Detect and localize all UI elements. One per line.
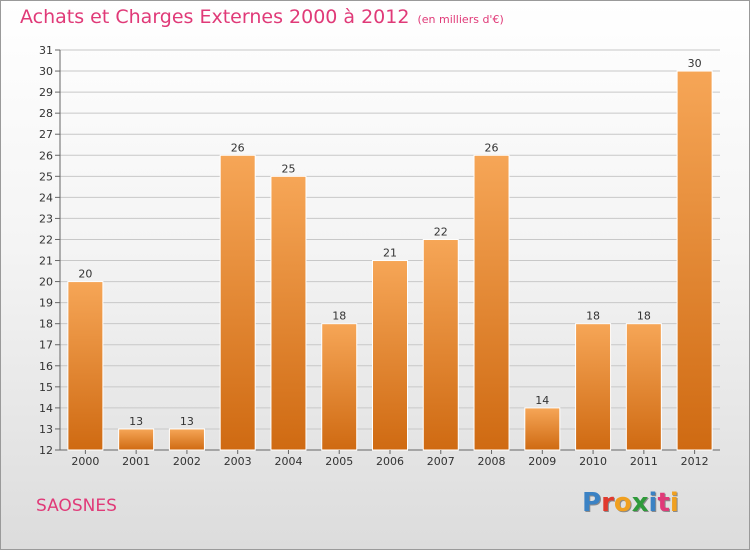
y-tick-label: 31 bbox=[39, 44, 53, 57]
bar bbox=[168, 428, 205, 451]
x-tick-label: 2005 bbox=[325, 455, 353, 468]
y-tick-label: 13 bbox=[39, 423, 53, 436]
data-label: 14 bbox=[535, 394, 549, 407]
y-tick-label: 20 bbox=[39, 276, 53, 289]
y-tick-label: 12 bbox=[39, 444, 53, 457]
x-tick-label: 2004 bbox=[274, 455, 302, 468]
y-tick-label: 27 bbox=[39, 128, 53, 141]
data-label: 18 bbox=[332, 310, 346, 323]
bar bbox=[372, 260, 408, 451]
x-tick-label: 2006 bbox=[376, 455, 404, 468]
bar bbox=[270, 175, 307, 451]
bar bbox=[625, 323, 662, 451]
y-tick-label: 17 bbox=[39, 339, 53, 352]
y-tick-label: 16 bbox=[39, 360, 53, 373]
logo-letter: r bbox=[601, 488, 614, 518]
logo-letter: i bbox=[669, 488, 679, 518]
x-axis-labels: 2000 2001 2002 2003 2004 2005 2006 2007 2008 2009… bbox=[71, 450, 709, 468]
bar bbox=[67, 281, 104, 451]
proxiti-logo[interactable]: Proxiti bbox=[582, 488, 679, 518]
y-tick-label: 24 bbox=[39, 191, 53, 204]
commune-name: SAOSNES bbox=[36, 496, 117, 516]
y-tick-label: 30 bbox=[39, 65, 53, 78]
logo-letter: P bbox=[582, 488, 602, 518]
data-label: 26 bbox=[231, 141, 245, 154]
x-tick-label: 2000 bbox=[71, 455, 99, 468]
data-label: 21 bbox=[383, 247, 397, 260]
y-tick-label: 22 bbox=[39, 233, 53, 246]
data-label: 26 bbox=[485, 141, 499, 154]
x-tick-label: 2008 bbox=[478, 455, 506, 468]
x-tick-label: 2003 bbox=[224, 455, 252, 468]
data-label: 25 bbox=[281, 162, 295, 175]
bar bbox=[473, 154, 510, 451]
y-tick-label: 23 bbox=[39, 212, 53, 225]
y-tick-label: 14 bbox=[39, 402, 53, 415]
x-tick-label: 2010 bbox=[579, 455, 607, 468]
bar bbox=[524, 407, 561, 451]
bar bbox=[219, 154, 256, 451]
y-tick-label: 25 bbox=[39, 170, 53, 183]
y-tick-label: 15 bbox=[39, 381, 53, 394]
y-tick-label: 18 bbox=[39, 318, 53, 331]
data-label: 18 bbox=[586, 310, 600, 323]
data-label: 13 bbox=[180, 415, 194, 428]
logo-letter: t bbox=[657, 488, 670, 518]
data-label: 13 bbox=[129, 415, 143, 428]
x-tick-label: 2007 bbox=[427, 455, 455, 468]
bar bbox=[676, 70, 713, 451]
title-unit: (en milliers d'€) bbox=[417, 13, 504, 26]
chart-title: Achats et Charges Externes 2000 à 2012 (e… bbox=[20, 6, 504, 28]
bar bbox=[422, 238, 459, 451]
data-label: 18 bbox=[637, 310, 651, 323]
y-tick-label: 26 bbox=[39, 149, 53, 162]
x-tick-label: 2011 bbox=[630, 455, 658, 468]
x-tick-label: 2009 bbox=[528, 455, 556, 468]
logo-letter: o bbox=[613, 488, 632, 518]
logo-letter: x bbox=[631, 488, 649, 518]
x-tick-label: 2001 bbox=[122, 455, 150, 468]
bar bbox=[118, 428, 155, 451]
x-tick-label: 2012 bbox=[681, 455, 709, 468]
bar bbox=[321, 323, 358, 451]
data-labels: 20 13 13 26 25 18 21 22 26 14 18 18 30 bbox=[78, 57, 701, 428]
y-tick-label: 29 bbox=[39, 86, 53, 99]
x-tick-label: 2002 bbox=[173, 455, 201, 468]
data-label: 22 bbox=[434, 225, 448, 238]
data-label: 20 bbox=[78, 268, 92, 281]
logo-letter: i bbox=[648, 488, 658, 518]
y-tick-label: 28 bbox=[39, 107, 53, 120]
y-tick-label: 19 bbox=[39, 297, 53, 310]
data-label: 30 bbox=[688, 57, 702, 70]
y-tick-label: 21 bbox=[39, 255, 53, 268]
bar bbox=[575, 323, 612, 451]
title-text: Achats et Charges Externes 2000 à 2012 bbox=[20, 6, 410, 28]
